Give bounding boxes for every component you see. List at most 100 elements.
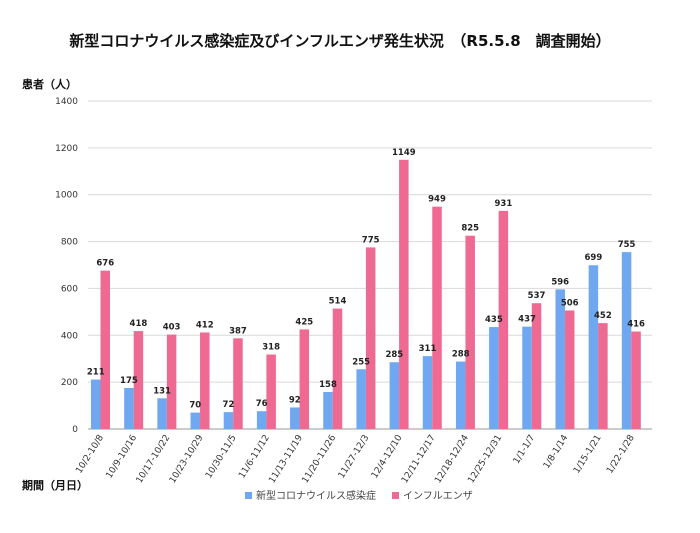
data-label-influenza: 931 bbox=[494, 199, 512, 209]
bar-influenza bbox=[465, 235, 475, 429]
y-tick-label: 800 bbox=[61, 238, 78, 248]
data-label-covid: 211 bbox=[87, 368, 105, 378]
bar-influenza bbox=[233, 338, 243, 429]
bar-influenza bbox=[332, 308, 343, 429]
y-tick-labels: 0 200 400 600 800 1000 1200 1400 bbox=[55, 97, 78, 435]
x-tick-label: 11/20-11/26 bbox=[301, 433, 339, 485]
y-tick-label: 400 bbox=[61, 331, 78, 341]
bar-covid bbox=[323, 391, 333, 429]
x-tick-label: 10/9-10/16 bbox=[105, 433, 140, 480]
bar-influenza bbox=[498, 210, 509, 429]
bar-influenza bbox=[133, 331, 144, 429]
data-label-covid: 755 bbox=[618, 240, 636, 250]
x-tick-label: 10/30-11/5 bbox=[204, 433, 239, 480]
bar-influenza bbox=[598, 323, 608, 429]
bar-covid bbox=[256, 411, 267, 429]
x-tick-label: 12/18-12/24 bbox=[433, 433, 471, 485]
bar-covid bbox=[290, 407, 300, 429]
data-label-influenza: 452 bbox=[594, 311, 612, 321]
data-label-covid: 596 bbox=[551, 277, 569, 287]
data-label-influenza: 514 bbox=[329, 297, 347, 307]
bar-influenza bbox=[100, 270, 110, 429]
data-label-covid: 70 bbox=[189, 401, 201, 411]
legend-label-covid: 新型コロナウイルス感染症 bbox=[256, 489, 376, 502]
data-label-influenza: 387 bbox=[229, 326, 247, 336]
data-label-covid: 699 bbox=[585, 253, 603, 263]
bar-influenza bbox=[166, 334, 177, 429]
data-label-influenza: 506 bbox=[561, 298, 579, 308]
bar-covid bbox=[223, 412, 234, 429]
data-label-influenza: 825 bbox=[461, 224, 479, 234]
bar-covid bbox=[489, 327, 499, 429]
bar-covid bbox=[124, 388, 134, 429]
data-label-influenza: 1149 bbox=[392, 148, 416, 158]
y-tick-label: 1400 bbox=[55, 97, 78, 107]
data-label-influenza: 416 bbox=[627, 320, 645, 330]
x-tick-label: 11/27-12/3 bbox=[337, 433, 372, 480]
bar-covid bbox=[389, 362, 400, 429]
data-label-influenza: 418 bbox=[130, 319, 148, 329]
bar-influenza bbox=[365, 247, 376, 429]
y-tick-label: 1200 bbox=[55, 144, 78, 154]
bars bbox=[91, 159, 641, 429]
legend-label-influenza: インフルエンザ bbox=[403, 490, 473, 502]
y-tick-label: 0 bbox=[72, 425, 78, 435]
data-label-covid: 76 bbox=[256, 399, 268, 409]
data-label-covid: 255 bbox=[352, 357, 370, 367]
data-label-covid: 435 bbox=[485, 315, 503, 325]
data-label-covid: 285 bbox=[385, 350, 403, 360]
bar-covid bbox=[190, 412, 201, 429]
x-tick-label: 1/15-1/21 bbox=[572, 433, 604, 475]
bar-covid bbox=[555, 289, 565, 429]
data-label-influenza: 318 bbox=[262, 342, 280, 352]
x-tick-label: 11/6-11/12 bbox=[237, 433, 272, 480]
x-tick-label: 12/11-12/17 bbox=[400, 433, 438, 485]
bar-covid bbox=[356, 369, 366, 429]
data-label-influenza: 537 bbox=[528, 291, 546, 301]
data-label-influenza: 425 bbox=[295, 317, 313, 327]
data-label-covid: 131 bbox=[153, 386, 171, 396]
legend-swatch-influenza bbox=[392, 492, 399, 499]
y-tick-label: 1000 bbox=[55, 191, 78, 201]
y-tick-label: 200 bbox=[61, 378, 78, 388]
data-label-covid: 92 bbox=[289, 395, 301, 405]
data-labels: 211 676 175 418 131 403 70 412 72 387 76 318 92 425 15… bbox=[87, 148, 645, 411]
bar-influenza bbox=[266, 354, 276, 429]
x-tick-labels: 10/2-10/810/9-10/1610/17-10/2210/23-10/2… bbox=[74, 433, 637, 485]
bar-covid bbox=[422, 356, 433, 429]
data-label-influenza: 403 bbox=[163, 323, 181, 333]
x-tick-label: 10/23-10/29 bbox=[168, 433, 206, 485]
x-tick-label: 12/4-12/10 bbox=[370, 433, 405, 480]
x-tick-label: 12/25-12/31 bbox=[466, 433, 504, 485]
x-tick-label: 1/22-1/28 bbox=[605, 433, 637, 476]
legend-swatch-covid bbox=[245, 492, 252, 499]
data-label-influenza: 775 bbox=[362, 235, 380, 245]
bar-covid bbox=[91, 379, 101, 429]
bar-covid bbox=[157, 398, 167, 429]
y-tick-label: 600 bbox=[61, 284, 78, 294]
x-tick-label: 10/2-10/8 bbox=[74, 433, 106, 476]
data-label-covid: 158 bbox=[319, 380, 337, 390]
data-label-influenza: 676 bbox=[96, 259, 114, 269]
x-tick-label: 11/13-11/19 bbox=[267, 433, 305, 485]
data-label-influenza: 412 bbox=[196, 320, 214, 330]
bar-covid bbox=[621, 252, 632, 429]
bar-influenza bbox=[564, 310, 575, 429]
bar-influenza bbox=[200, 332, 210, 429]
bar-covid bbox=[522, 326, 532, 429]
data-label-covid: 288 bbox=[452, 350, 470, 360]
bar-covid bbox=[455, 361, 466, 429]
y-axis-label: 患者（人） bbox=[22, 77, 77, 91]
bar-influenza bbox=[399, 159, 409, 429]
bar-influenza bbox=[631, 331, 641, 429]
data-label-covid: 437 bbox=[518, 315, 536, 325]
legend: 新型コロナウイルス感染症 インフルエンザ bbox=[245, 489, 473, 502]
bar-influenza bbox=[531, 303, 542, 429]
x-axis-label: 期間（月日） bbox=[22, 478, 88, 492]
bar-influenza bbox=[432, 206, 442, 429]
data-label-covid: 311 bbox=[419, 344, 437, 354]
data-label-influenza: 949 bbox=[428, 195, 446, 205]
chart-title: 新型コロナウイルス感染症及びインフルエンザ発生状況 （R5.5.8 調査開始） bbox=[69, 32, 610, 50]
bar-covid bbox=[588, 265, 599, 429]
